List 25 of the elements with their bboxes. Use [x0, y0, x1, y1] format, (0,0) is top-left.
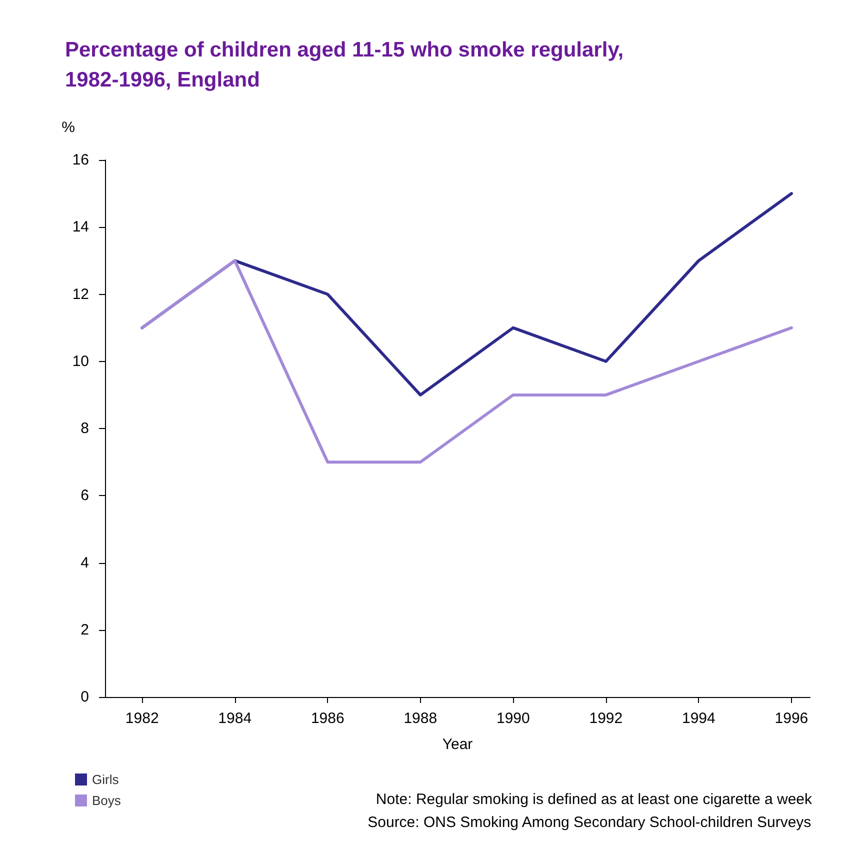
source-note: Source: ONS Smoking Among Secondary School-children Surveys	[368, 814, 812, 831]
chart-title: Percentage of children aged 11-15 who smoke regularly, 1982-1996, England	[65, 38, 624, 92]
x-tick-label: 1982	[125, 710, 159, 727]
y-tick-label: 16	[72, 152, 89, 168]
y-tick-label: 12	[72, 286, 89, 303]
x-tick-label: 1994	[682, 710, 716, 727]
y-tick-label: 14	[72, 218, 89, 236]
y-tick-label: 10	[72, 352, 89, 370]
line-series	[140, 259, 793, 464]
text: Note: Regular smoking is defined as at least one cigarette a week	[376, 791, 812, 808]
x-tick-label: 1988	[404, 710, 438, 727]
legend-label: Boys	[92, 793, 122, 808]
y-tick-label: 6	[80, 487, 89, 504]
x-axis-title: Year	[442, 736, 473, 753]
x-tick-label: 1990	[496, 710, 530, 727]
x-tick-label: 1992	[589, 710, 623, 727]
y-axis-title: %	[62, 119, 75, 136]
y-tick-label: 8	[80, 420, 89, 437]
x-tick-label: 1984	[218, 710, 252, 727]
x-tick-label: 1996	[774, 710, 808, 727]
y-tick-label: 4	[80, 554, 89, 572]
y-tick-label: 0	[80, 688, 89, 706]
x-tick-label: 1986	[310, 710, 344, 727]
legend-label: Girls	[92, 772, 120, 787]
y-tick-label: 2	[80, 621, 89, 638]
